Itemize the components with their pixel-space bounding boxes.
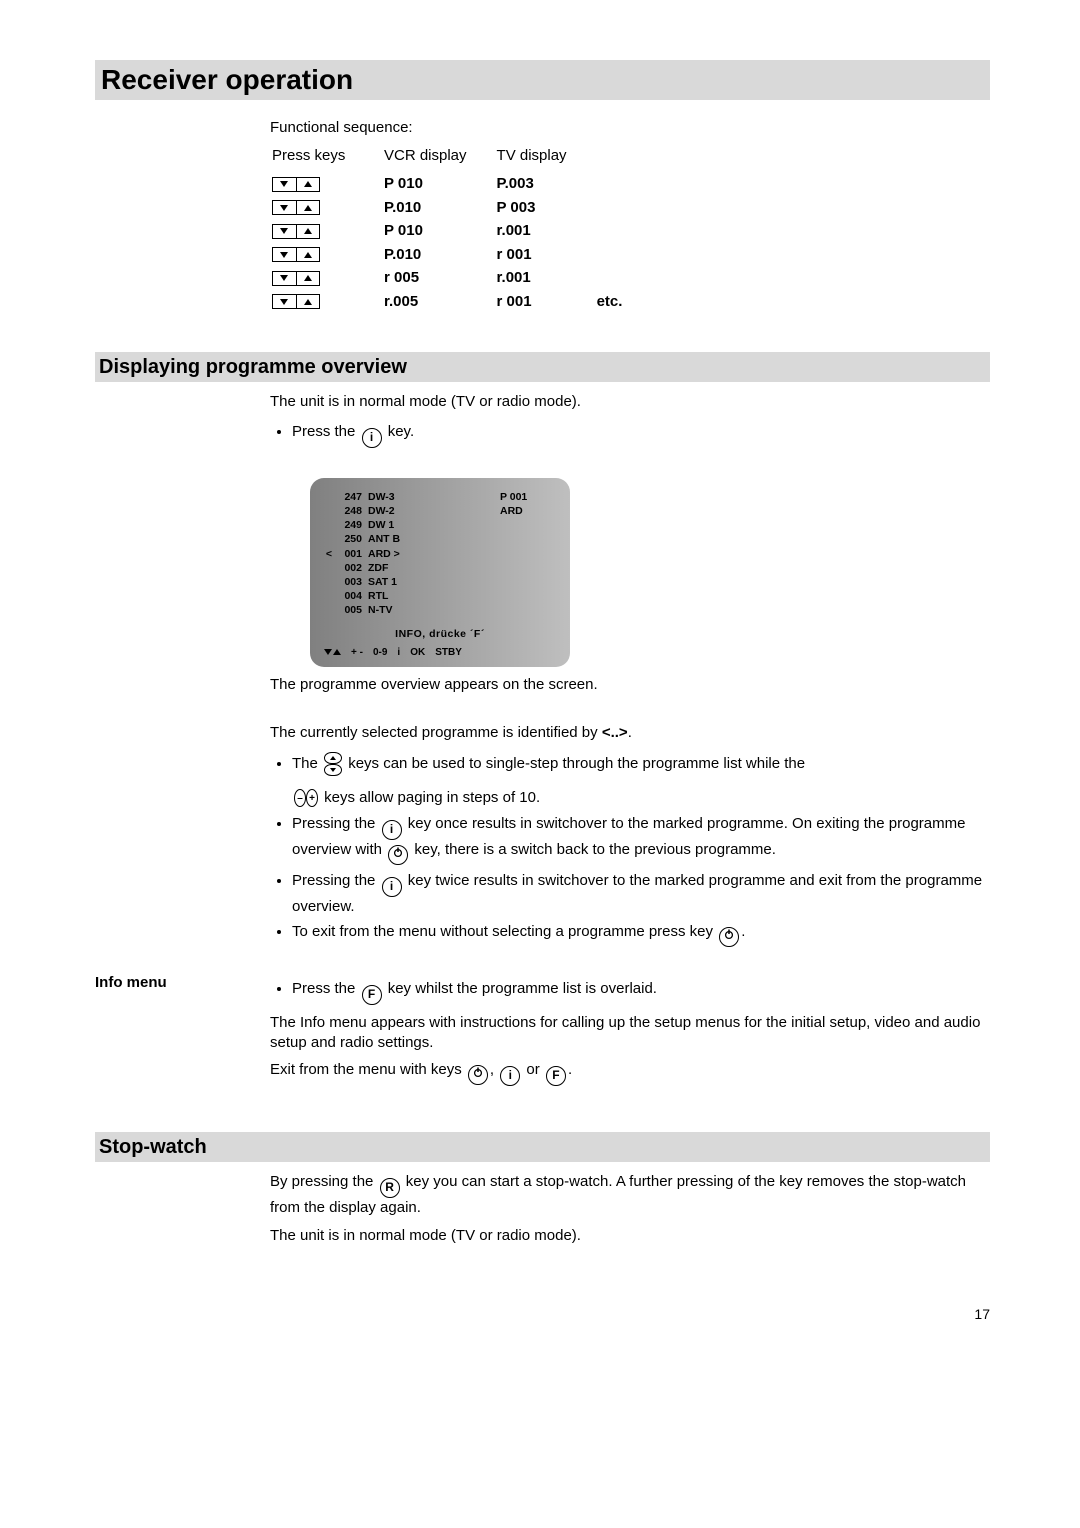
osd-row: 005N-TV (324, 603, 556, 617)
osd-up-down-icon (324, 649, 341, 655)
section-stopwatch: Stop-watch (95, 1132, 990, 1162)
info-press-f: Press the F key whilst the programme lis… (292, 979, 990, 1005)
overview-intro: The unit is in normal mode (TV or radio … (270, 392, 990, 412)
sequence-row: P 010r.001 (272, 220, 650, 242)
sequence-row: P.010P 003 (272, 197, 650, 219)
up-down-key-icon (324, 752, 342, 776)
overview-press-once: Pressing the i key once results in switc… (292, 814, 990, 865)
plus-minus-key-icon: – + (294, 789, 318, 807)
down-up-key-icon (272, 200, 320, 215)
osd-row: 247DW-3P 001 (324, 490, 556, 504)
programme-overview-osd: 247DW-3P 001248DW-2ARD249DW 1250ANT B<00… (310, 478, 570, 667)
page-title: Receiver operation (95, 60, 990, 100)
sequence-row: r 005r.001 (272, 267, 650, 289)
osd-info-line: INFO, drücke ´F´ (324, 627, 556, 641)
power-key-icon (388, 845, 408, 865)
osd-footer-keys: + - 0-9 i OK STBY (324, 646, 556, 660)
osd-row: 249DW 1 (324, 518, 556, 532)
osd-row: <001ARD > (324, 547, 556, 561)
down-up-key-icon (272, 247, 320, 262)
stopwatch-p1: By pressing the R key you can start a st… (270, 1172, 990, 1218)
overview-press-i: Press the i key. (292, 422, 990, 448)
r-key-icon: R (380, 1178, 400, 1198)
page-number: 17 (95, 1305, 990, 1323)
osd-row: 248DW-2ARD (324, 504, 556, 518)
down-up-key-icon (272, 177, 320, 192)
sequence-row: P 010P.003 (272, 173, 650, 195)
seq-col-vcr: VCR display (384, 144, 495, 172)
down-up-key-icon (272, 224, 320, 239)
overview-press-twice: Pressing the i key twice results in swit… (292, 871, 990, 917)
overview-exit: To exit from the menu without selecting … (292, 922, 990, 947)
f-key-icon: F (546, 1066, 566, 1086)
info-exit: Exit from the menu with keys , i or F. (270, 1060, 990, 1086)
osd-row: 002ZDF (324, 561, 556, 575)
sequence-row: P.010r 001 (272, 244, 650, 266)
down-up-key-icon (272, 294, 320, 309)
i-key-icon: i (362, 428, 382, 448)
functional-sequence-label: Functional sequence: (270, 118, 990, 138)
info-menu-label: Info menu (95, 973, 270, 993)
i-key-icon: i (382, 877, 402, 897)
power-key-icon (719, 927, 739, 947)
down-up-key-icon (272, 271, 320, 286)
overview-caption: The programme overview appears on the sc… (270, 675, 990, 695)
info-description: The Info menu appears with instructions … (270, 1013, 990, 1052)
osd-row: 003SAT 1 (324, 575, 556, 589)
overview-marker-line: The currently selected programme is iden… (270, 723, 990, 743)
section-programme-overview: Displaying programme overview (95, 352, 990, 382)
seq-col-keys: Press keys (272, 144, 382, 172)
osd-row: 250ANT B (324, 532, 556, 546)
seq-col-tv: TV display (497, 144, 595, 172)
stopwatch-p2: The unit is in normal mode (TV or radio … (270, 1226, 990, 1246)
sequence-table: Press keys VCR display TV display P 010P… (270, 142, 652, 315)
f-key-icon: F (362, 985, 382, 1005)
i-key-icon: i (500, 1066, 520, 1086)
i-key-icon: i (382, 820, 402, 840)
power-key-icon (468, 1065, 488, 1085)
overview-step-keys: The keys can be used to single-step thro… (292, 752, 990, 808)
sequence-row: r.005r 001etc. (272, 291, 650, 313)
osd-row: 004RTL (324, 589, 556, 603)
